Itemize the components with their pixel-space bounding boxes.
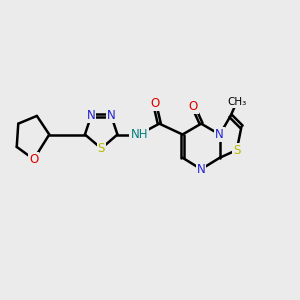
Text: N: N (197, 163, 206, 176)
Text: O: O (189, 100, 198, 113)
Text: N: N (107, 110, 116, 122)
Text: O: O (150, 97, 159, 110)
Text: N: N (87, 110, 95, 122)
Text: O: O (29, 153, 38, 166)
Text: N: N (215, 128, 224, 141)
Text: NH: NH (130, 128, 148, 141)
Text: S: S (98, 142, 105, 155)
Text: S: S (233, 143, 241, 157)
Text: CH₃: CH₃ (227, 97, 246, 107)
